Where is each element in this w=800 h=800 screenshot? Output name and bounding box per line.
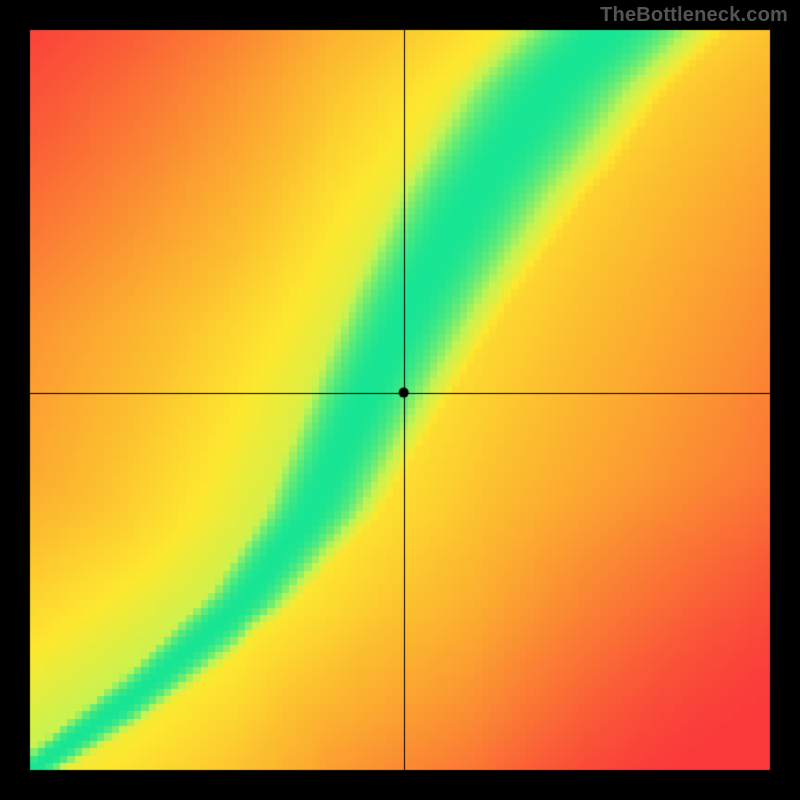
- heatmap-canvas: [0, 0, 800, 800]
- chart-stage: TheBottleneck.com: [0, 0, 800, 800]
- attribution-label: TheBottleneck.com: [600, 4, 788, 27]
